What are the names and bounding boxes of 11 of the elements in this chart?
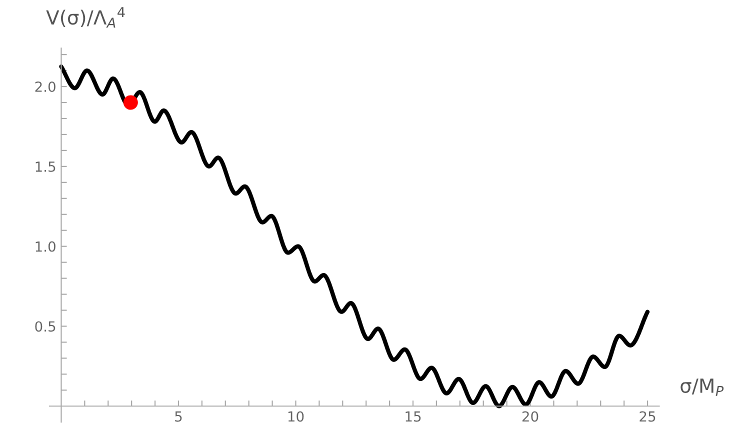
x-axis-title: σ/M$_{P}$ — [680, 378, 724, 396]
y-tick-label: 1.0 — [36, 241, 56, 252]
x-tick-label: 15 — [406, 411, 421, 422]
x-tick-label: 20 — [522, 411, 538, 422]
y-tick-label: 0.5 — [35, 321, 56, 332]
x-tick-label: 5 — [175, 411, 182, 422]
y-axis-title: V(σ)/Λ$_{A}$$^{4}$ — [46, 7, 125, 28]
x-tick-label: 25 — [640, 411, 656, 422]
y-tick-label: 2.0 — [35, 82, 56, 92]
y-tick-label: 1.5 — [36, 162, 56, 172]
x-tick-label: 10 — [288, 411, 304, 422]
